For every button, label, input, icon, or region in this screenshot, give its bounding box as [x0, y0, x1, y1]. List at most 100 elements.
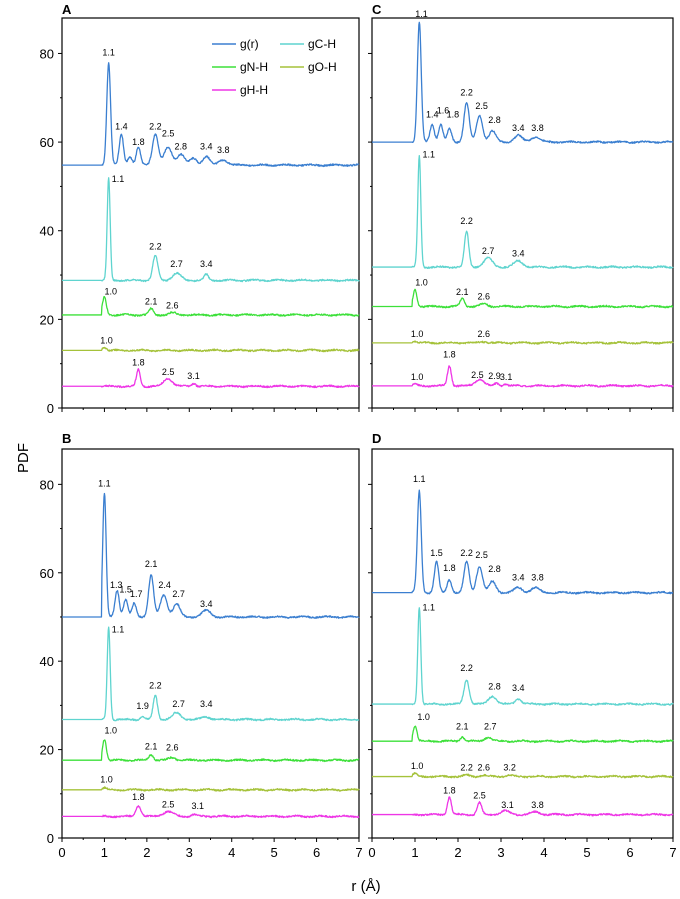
peak-label-d-ch-3: 3.4 — [512, 683, 525, 693]
peak-label-c-oh-0: 1.0 — [411, 329, 424, 339]
peak-label-c-g-1: 1.4 — [426, 110, 439, 120]
series-line-d-oh — [371, 772, 674, 779]
series-line-c-hh — [371, 365, 674, 388]
peak-label-a-g-3: 2.2 — [149, 122, 162, 132]
x-tick-label-d-5: 5 — [583, 845, 590, 860]
peak-label-d-g-1: 1.5 — [430, 548, 443, 558]
y-tick-label-a-40: 40 — [40, 224, 54, 239]
peak-label-d-g-5: 2.8 — [488, 564, 501, 574]
panel-letter-d: D — [372, 431, 381, 446]
peak-label-c-g-2: 1.6 — [437, 105, 450, 115]
peak-label-d-g-4: 2.5 — [475, 550, 488, 560]
peak-label-a-ch-0: 1.1 — [112, 174, 125, 184]
series-line-b-nh — [61, 739, 360, 763]
x-tick-label-b-1: 1 — [101, 845, 108, 860]
peak-label-a-g-4: 2.5 — [162, 128, 175, 138]
peak-label-c-g-8: 3.8 — [531, 123, 544, 133]
panel-letter-b: B — [62, 431, 71, 446]
series-line-a-ch — [61, 177, 360, 283]
series-line-c-ch — [371, 154, 674, 269]
peak-label-a-ch-2: 2.7 — [170, 259, 183, 269]
peak-label-b-nh-2: 2.6 — [166, 742, 179, 752]
x-axis-title: r (Å) — [351, 878, 380, 895]
peak-label-b-ch-1: 1.9 — [136, 701, 149, 711]
peak-label-d-ch-2: 2.8 — [488, 681, 501, 691]
peak-label-a-hh-0: 1.8 — [132, 357, 145, 367]
peak-label-a-ch-1: 2.2 — [149, 241, 162, 251]
peak-label-d-hh-2: 3.1 — [501, 800, 514, 810]
x-tick-label-d-3: 3 — [497, 845, 504, 860]
series-line-a-oh — [61, 346, 360, 353]
peak-label-c-hh-1: 1.8 — [443, 349, 456, 359]
y-tick-label-a-0: 0 — [47, 401, 54, 416]
panel-d: D0 1 2 3 4 5 6 71.11.51.82.2 2.52.83.4 3.81.12.22… — [368, 431, 677, 860]
x-tick-label-b-2: 2 — [143, 845, 150, 860]
peak-label-a-g-7: 3.8 — [217, 145, 230, 155]
peak-label-a-hh-2: 3.1 — [187, 371, 200, 381]
peak-label-c-hh-3: 2.9 — [488, 371, 501, 381]
panel-letter-a: A — [62, 2, 72, 17]
peak-label-a-g-0: 1.1 — [102, 48, 115, 58]
peak-label-c-g-6: 2.8 — [488, 115, 501, 125]
series-line-a-g — [61, 62, 360, 168]
peak-label-d-oh-2: 2.6 — [478, 762, 491, 772]
peak-label-c-ch-3: 3.4 — [512, 248, 525, 258]
peak-label-d-hh-3: 3.8 — [531, 800, 544, 810]
peak-label-d-ch-1: 2.2 — [460, 663, 473, 673]
peak-label-a-g-2: 1.8 — [132, 137, 145, 147]
peak-label-c-g-3: 1.8 — [447, 110, 460, 120]
peak-label-b-g-3: 1.7 — [130, 589, 143, 599]
peak-label-b-g-6: 2.7 — [172, 589, 185, 599]
x-tick-label-b-3: 3 — [186, 845, 193, 860]
peak-label-d-oh-0: 1.0 — [411, 761, 424, 771]
y-tick-label-a-20: 20 — [40, 312, 54, 327]
peak-label-d-g-3: 2.2 — [460, 548, 473, 558]
legend-label-ch: gC-H — [308, 37, 336, 51]
y-tick-label-b-60: 60 — [40, 566, 54, 581]
series-line-a-nh — [61, 295, 360, 317]
peak-label-d-g-0: 1.1 — [413, 474, 426, 484]
peak-label-d-nh-2: 2.7 — [484, 721, 497, 731]
series-line-b-hh — [61, 805, 360, 819]
x-tick-label-d-1: 1 — [411, 845, 418, 860]
peak-label-b-g-4: 2.1 — [145, 559, 158, 569]
series-line-c-oh — [371, 340, 674, 345]
x-tick-label-b-7: 7 — [355, 845, 362, 860]
peak-label-b-hh-1: 2.5 — [162, 799, 175, 809]
peak-label-a-oh-0: 1.0 — [100, 335, 113, 345]
peak-label-a-g-5: 2.8 — [175, 142, 188, 152]
y-tick-label-a-80: 80 — [40, 46, 54, 61]
peak-label-d-hh-0: 1.8 — [443, 785, 456, 795]
legend-label-hh: gH-H — [240, 83, 268, 97]
x-tick-label-b-6: 6 — [313, 845, 320, 860]
peak-label-b-g-5: 2.4 — [158, 580, 171, 590]
x-tick-label-d-7: 7 — [669, 845, 676, 860]
peak-label-c-hh-2: 2.5 — [471, 370, 484, 380]
peak-label-b-g-0: 1.1 — [98, 479, 111, 489]
peak-label-c-ch-1: 2.2 — [460, 216, 473, 226]
peak-label-c-nh-1: 2.1 — [456, 287, 469, 297]
peak-label-c-g-5: 2.5 — [475, 101, 488, 111]
series-line-d-hh — [371, 796, 674, 817]
x-tick-label-d-4: 4 — [540, 845, 547, 860]
peak-label-a-nh-0: 1.0 — [105, 287, 118, 297]
peak-label-a-g-6: 3.4 — [200, 142, 213, 152]
peak-label-c-nh-0: 1.0 — [415, 278, 428, 288]
peak-label-c-hh-4: 3.1 — [500, 372, 513, 382]
peak-label-b-oh-0: 1.0 — [100, 775, 113, 785]
peak-label-a-nh-1: 2.1 — [145, 296, 158, 306]
peak-label-b-g-2: 1.5 — [119, 585, 132, 595]
peak-label-d-oh-3: 3.2 — [503, 762, 516, 772]
legend-label-nh: gN-H — [240, 60, 268, 74]
peak-label-d-ch-0: 1.1 — [423, 602, 436, 612]
peak-label-c-ch-0: 1.1 — [423, 150, 436, 160]
series-line-b-g — [61, 492, 360, 619]
series-line-b-ch — [61, 626, 360, 722]
series-line-b-oh — [61, 786, 360, 792]
series-line-a-hh — [61, 368, 360, 389]
series-line-d-nh — [371, 725, 674, 744]
legend-label-g: g(r) — [240, 37, 259, 51]
